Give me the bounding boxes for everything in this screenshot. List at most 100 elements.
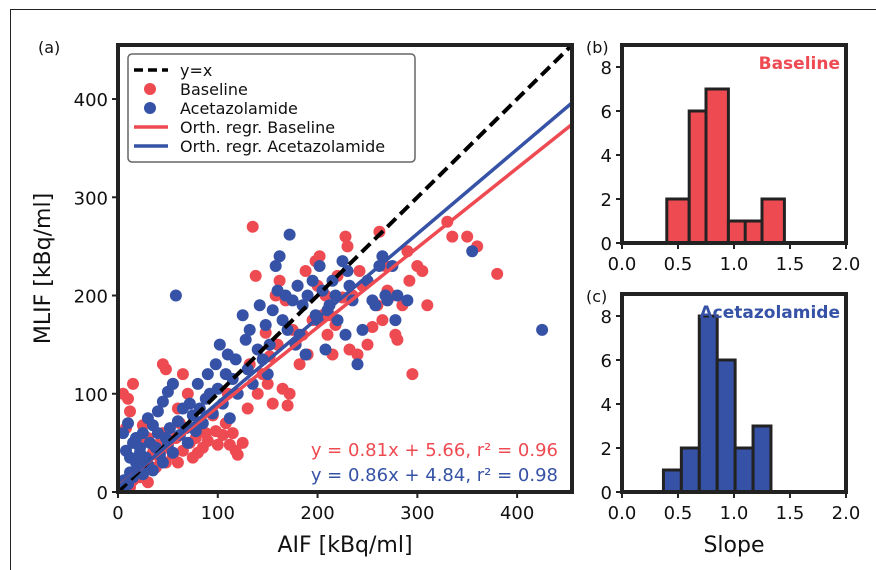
data-point-baseline — [361, 338, 374, 351]
data-point-baseline — [171, 456, 184, 469]
data-point-baseline — [321, 328, 334, 341]
y-tick-label: 0 — [601, 483, 612, 504]
legend-marker — [144, 102, 156, 114]
legend-marker — [144, 83, 156, 95]
histogram-title: Acetazolamide — [700, 303, 840, 323]
x-tick-label: 0 — [112, 503, 123, 524]
data-point-baseline — [293, 358, 306, 371]
data-point-acetazolamide — [156, 395, 169, 408]
data-point-acetazolamide — [156, 456, 169, 469]
y-tick-label: 8 — [601, 58, 612, 79]
data-point-acetazolamide — [136, 427, 149, 440]
regression-equation: y = 0.81x + 5.66, r² = 0.96 — [311, 440, 558, 461]
data-point-acetazolamide — [301, 289, 314, 302]
data-point-acetazolamide — [191, 377, 204, 390]
data-point-baseline — [226, 427, 239, 440]
scatter-axes-frame — [116, 43, 574, 494]
data-point-acetazolamide — [306, 274, 319, 287]
y-tick-label: 0 — [97, 483, 108, 504]
data-point-baseline — [446, 230, 459, 243]
data-point-acetazolamide — [276, 314, 289, 327]
data-point-baseline — [124, 405, 136, 418]
data-point-acetazolamide — [213, 338, 226, 351]
y-tick-label: 200 — [74, 287, 108, 308]
y-tick-label: 4 — [601, 146, 612, 167]
histogram-title: Baseline — [759, 54, 840, 74]
data-point-acetazolamide — [146, 464, 159, 477]
data-point-baseline — [491, 267, 504, 280]
data-point-acetazolamide — [223, 412, 236, 425]
x-tick-label: 2.0 — [832, 503, 861, 524]
y-axis-label: MLIF [kBq/ml] — [31, 193, 56, 344]
data-point-baseline — [373, 225, 386, 238]
regression-equation: y = 0.86x + 4.84, r² = 0.98 — [311, 465, 558, 486]
data-point-baseline — [176, 368, 189, 381]
legend-box — [127, 53, 416, 163]
data-point-baseline — [231, 448, 244, 461]
x-tick-label: 0.5 — [664, 254, 693, 275]
histogram-panel-acetazolamide: (c) 0.0 0.5 1.0 1.5 2.0 0 2 4 6 8 Acetazolamide Slop… — [586, 287, 860, 558]
data-point-baseline — [159, 363, 172, 376]
data-point-acetazolamide — [243, 323, 256, 336]
data-point-acetazolamide — [286, 294, 299, 307]
x-tick-label: 200 — [300, 503, 334, 524]
figure-frame — [10, 9, 876, 570]
y-tick-label: 100 — [74, 385, 108, 406]
data-point-acetazolamide — [166, 446, 179, 459]
x-tick-label: 100 — [201, 503, 235, 524]
histogram-bar — [733, 446, 755, 494]
data-point-baseline — [403, 274, 416, 287]
data-point-acetazolamide — [536, 323, 549, 336]
data-point-acetazolamide — [169, 289, 182, 302]
x-tick-label: 0.0 — [608, 254, 637, 275]
data-point-baseline — [416, 265, 429, 277]
data-point-acetazolamide — [339, 328, 352, 341]
scatter-plot-area — [118, 45, 572, 492]
data-point-acetazolamide — [183, 397, 196, 410]
data-point-baseline — [216, 429, 229, 441]
data-point-acetazolamide — [171, 415, 184, 428]
data-point-acetazolamide — [313, 260, 326, 272]
data-point-acetazolamide — [236, 309, 249, 322]
data-point-acetazolamide — [134, 441, 146, 454]
data-point-baseline — [376, 314, 389, 327]
x-tick-label: 1.0 — [720, 254, 749, 275]
data-point-acetazolamide — [239, 333, 252, 346]
data-point-baseline — [127, 377, 139, 390]
data-point-baseline — [241, 402, 254, 415]
data-point-acetazolamide — [124, 451, 136, 464]
y-tick-label: 300 — [74, 188, 108, 209]
data-point-acetazolamide — [466, 245, 479, 258]
data-point-acetazolamide — [241, 363, 254, 376]
data-point-baseline — [118, 387, 129, 400]
data-point-baseline — [251, 387, 264, 400]
data-point-acetazolamide — [118, 427, 129, 440]
scatter-panel: (a) 0 100 200 300 400 0 100 200 300 400 AIF [kBq/ml… — [31, 38, 574, 558]
data-point-acetazolamide — [209, 358, 222, 371]
data-point-baseline — [366, 321, 379, 333]
data-point-acetazolamide — [122, 417, 134, 430]
data-point-acetazolamide — [381, 294, 394, 307]
x-tick-label: 400 — [500, 503, 534, 524]
data-point-acetazolamide — [181, 436, 194, 449]
data-point-acetazolamide — [269, 260, 282, 272]
data-point-baseline — [246, 220, 259, 233]
data-point-acetazolamide — [351, 358, 364, 371]
legend-label: y=x — [180, 61, 212, 80]
x-tick-label: 300 — [400, 503, 434, 524]
data-point-acetazolamide — [146, 419, 159, 432]
line-orth-regr-baseline — [118, 123, 572, 488]
data-point-baseline — [281, 399, 294, 412]
line-orth-regr-acetazolamide — [118, 101, 572, 489]
data-point-acetazolamide — [136, 468, 149, 481]
data-point-acetazolamide — [336, 255, 349, 268]
data-point-baseline — [211, 438, 224, 451]
panel-label-acetazolamide: (c) — [586, 287, 607, 306]
data-point-acetazolamide — [391, 289, 404, 302]
x-tick-label: 1.5 — [776, 254, 805, 275]
y-tick-label: 8 — [601, 307, 612, 328]
data-point-acetazolamide — [299, 348, 312, 361]
data-point-baseline — [201, 434, 214, 447]
legend-label: Baseline — [180, 80, 248, 99]
